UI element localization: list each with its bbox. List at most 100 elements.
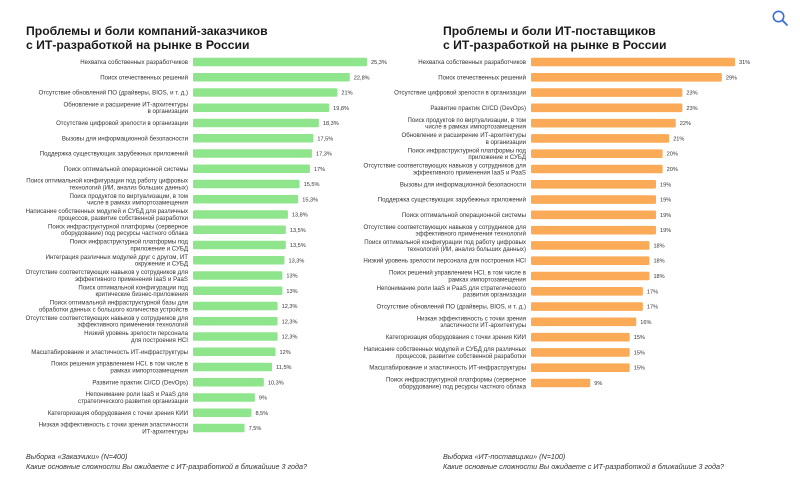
left-chart-bar-9 (193, 179, 300, 189)
left-chart-value-label-23: 9% (259, 396, 267, 402)
right-chart-bar-16 (531, 286, 643, 296)
left-chart-bar-12 (193, 225, 286, 235)
left-chart-bar-7 (193, 149, 312, 158)
right-chart-value-label-16: 17% (647, 289, 658, 295)
left-chart-category-label-13-line-2: приложение и СУБД (130, 245, 189, 252)
right-chart-value-label-8: 20% (667, 167, 678, 173)
left-chart-value-label-21: 11,5% (276, 365, 291, 371)
left-chart-category-label-15-line-1: Отсутствие соответствующих навыков у сот… (26, 269, 188, 276)
left-chart-value-label-9: 15,5% (304, 182, 320, 188)
right-chart-bar-10 (531, 195, 657, 204)
left-chart-category-label-18-line-2: эффективного применения технологий (78, 322, 189, 329)
right-chart-value-label-6: 21% (673, 136, 684, 142)
right-chart-category-label-12-line-1: Отсутствие соответствующих навыков у сот… (364, 224, 526, 231)
right-chart-category-label-15-line-1: Поиск решений управлением HCI, в том чис… (389, 270, 526, 277)
right-chart-bar-15 (531, 271, 650, 281)
left-chart-value-label-7: 17,3% (316, 152, 332, 158)
left-chart-category-label-18-line-1: Отсутствие соответствующих навыков у сот… (26, 315, 188, 322)
right-chart-bar-18 (531, 317, 637, 327)
right-chart-category-label-19: Категоризация оборудования с точки зрени… (386, 334, 526, 341)
right-chart-bar-3 (531, 88, 683, 97)
left-chart-value-label-14: 13,3% (288, 258, 304, 264)
right-chart-title: Проблемы и боли ИТ-поставщиков с ИТ-разр… (443, 24, 667, 52)
left-chart-category-label-14-line-2: окружение и СУБД (135, 261, 189, 268)
right-chart-value-label-12: 19% (660, 228, 671, 234)
right-chart-category-label-6-line-2: в организации (486, 139, 526, 146)
left-question-note: Какие основные сложности Вы ожидаете с И… (26, 462, 307, 471)
left-chart-category-label-21-line-1: Поиск решения управлением HCI, в том чис… (51, 361, 188, 368)
left-chart-category-label-15-line-2: эффективного применения IaaS и PaaS (75, 276, 188, 283)
left-chart-bar-1 (193, 57, 367, 67)
left-chart-value-label-5: 18,3% (323, 121, 339, 127)
left-chart-footnote: Выборка «Заказчики» (N=400) Какие основн… (26, 452, 307, 472)
right-chart-category-label-16-line-1: Непонимание роли IaaS и PaaS для стратег… (377, 285, 527, 292)
right-chart-value-label-22: 9% (594, 381, 602, 387)
right-chart-category-label-7-line-2: приложение и СУБД (468, 154, 527, 161)
left-chart-bar-2 (193, 72, 350, 82)
right-chart-category-label-5-line-1: Поиск продуктов по виртуализации, в том (408, 117, 526, 124)
right-chart-category-label-7-line-1: Поиск инфраструктурной платформы под (408, 147, 527, 154)
left-chart-bar-4 (193, 103, 330, 113)
left-chart-value-label-17: 12,3% (282, 304, 298, 310)
left-chart-bar-22 (193, 377, 264, 387)
right-chart-value-label-7: 20% (667, 152, 678, 158)
right-chart-bar-7 (531, 149, 663, 159)
left-chart-value-label-11: 13,8% (292, 213, 308, 219)
right-chart-category-label-14: Низкий уровень зрелости персонала для по… (363, 258, 526, 265)
right-chart-bar-14 (531, 256, 650, 266)
left-chart-value-label-8: 17% (314, 167, 325, 173)
left-chart-category-label-1: Нехватка собственных разработчиков (80, 59, 188, 66)
left-chart-bar-8 (193, 164, 310, 174)
left-chart-category-label-7: Поддержка существующих зарубежных прилож… (40, 151, 188, 158)
left-chart-category-label-11-line-1: Написание собственных модулей и СУБД для… (26, 208, 188, 215)
right-chart-title-line-2: с ИТ-разработкой на рынке в России (443, 38, 667, 52)
right-chart-category-label-2: Поиск отечественных решений (438, 74, 526, 81)
right-chart-category-label-8-line-2: эффективного применения IaaS и PaaS (413, 169, 526, 176)
right-chart-bar-11 (531, 210, 657, 220)
right-chart-value-label-5: 22% (680, 121, 691, 127)
left-chart-value-label-18: 12,3% (282, 319, 298, 325)
right-chart-category-label-1: Нехватка собственных разработчиков (418, 59, 526, 66)
left-chart-category-label-4-line-2: в организации (148, 108, 188, 115)
right-chart-value-label-3: 23% (686, 91, 697, 97)
left-chart-bar-17 (193, 301, 278, 311)
left-chart-category-label-25-line-2: ИТ-архитектуры (142, 428, 188, 435)
left-chart-bar-25 (193, 423, 245, 433)
left-chart-bar-21 (193, 362, 273, 372)
right-chart-value-label-19: 15% (634, 335, 645, 341)
right-chart-category-label-9: Вызовы для информационной безопасности (400, 181, 526, 188)
right-chart-value-label-10: 19% (660, 198, 671, 204)
right-chart-value-label-2: 29% (726, 75, 737, 81)
right-chart-value-label-20: 15% (634, 350, 645, 356)
right-chart-bar-6 (531, 134, 670, 143)
right-chart-value-label-15: 18% (653, 274, 664, 280)
right-chart-title-line-1: Проблемы и боли ИТ-поставщиков (443, 24, 656, 38)
right-chart-category-label-5-line-2: числе в рамках импортозамещения (425, 123, 526, 130)
right-chart-category-label-13-line-2: технологий (ИИ, анализ больших данных) (407, 246, 526, 253)
left-chart-category-label-17-line-1: Поиск оптимальной инфраструктурной базы … (50, 300, 188, 307)
left-chart-value-label-20: 12% (280, 350, 291, 356)
left-chart-bar-3 (193, 88, 338, 97)
right-chart-category-label-3: Отсутствие цифровой зрелости в организац… (394, 90, 526, 97)
left-chart-value-label-16: 13% (286, 289, 297, 295)
left-chart-value-label-10: 15,3% (302, 197, 318, 203)
left-chart-category-label-13-line-1: Поиск инфраструктурной платформы под (70, 239, 189, 246)
left-chart-value-label-4: 19,8% (333, 106, 349, 112)
right-chart-value-label-21: 15% (634, 366, 645, 372)
right-chart-category-label-17: Отсутствие обновлений ПО (драйверы, BIOS… (377, 304, 527, 311)
right-chart-category-label-22-line-1: Поиск инфраструктурной платформы (сервер… (386, 377, 527, 384)
left-chart-bar-10 (193, 194, 299, 204)
left-chart-category-label-11-line-2: процессов, развитие собственной разработ… (58, 215, 188, 222)
right-chart-bar-8 (531, 164, 663, 174)
left-chart-category-label-14-line-1: Интеграция различных модулей друг с друг… (46, 254, 189, 261)
left-chart-value-label-3: 21% (341, 91, 352, 97)
right-chart-category-label-20-line-2: процессов, развитие собственной разработ… (396, 353, 526, 360)
right-chart-category-label-12-line-2: эффективного применения технологий (416, 230, 527, 237)
left-chart-bar-6 (193, 133, 314, 143)
search-icon[interactable] (771, 9, 789, 27)
left-chart-bar-14 (193, 255, 285, 265)
right-chart-bar-21 (531, 363, 630, 373)
left-chart-bar-18 (193, 316, 278, 326)
right-chart-bar-22 (531, 378, 591, 388)
